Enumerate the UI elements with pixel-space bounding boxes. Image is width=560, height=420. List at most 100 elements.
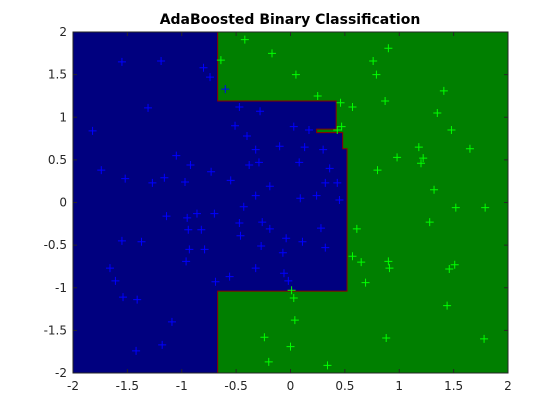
chart-title: AdaBoosted Binary Classification xyxy=(160,12,421,28)
y-tick-label: 0.5 xyxy=(48,153,67,167)
point-marker xyxy=(298,237,307,246)
point-marker xyxy=(419,154,428,163)
y-tick-label: 2 xyxy=(59,25,67,39)
point-marker xyxy=(160,173,169,182)
point-marker xyxy=(414,143,423,152)
point-marker xyxy=(231,121,240,130)
point-marker xyxy=(289,293,298,302)
point-marker xyxy=(183,213,192,222)
point-marker xyxy=(295,158,304,167)
point-marker xyxy=(361,278,370,287)
point-marker xyxy=(480,334,489,343)
point-marker xyxy=(300,143,309,152)
point-marker xyxy=(105,264,114,273)
point-marker xyxy=(278,248,287,257)
point-marker xyxy=(268,49,277,58)
point-marker xyxy=(323,361,332,370)
point-marker xyxy=(186,160,195,169)
point-marker xyxy=(304,126,313,135)
x-tick-label: -2 xyxy=(67,379,79,393)
y-tick-label: -1 xyxy=(55,281,67,295)
point-marker xyxy=(279,269,288,278)
point-marker xyxy=(185,245,194,254)
x-tick-label: -1.5 xyxy=(116,379,139,393)
point-marker xyxy=(157,56,166,65)
point-marker xyxy=(284,276,293,285)
y-tick-label: -1.5 xyxy=(44,323,67,337)
point-marker xyxy=(417,159,425,168)
point-marker xyxy=(325,164,334,173)
y-tick-label: 1 xyxy=(59,110,67,124)
y-tick-label: 0 xyxy=(59,196,67,210)
point-marker xyxy=(251,191,260,200)
point-marker xyxy=(111,276,120,285)
point-marker xyxy=(290,316,299,325)
point-marker xyxy=(385,264,394,273)
point-marker xyxy=(158,340,167,349)
point-marker xyxy=(226,176,235,185)
x-tick-label: -1 xyxy=(176,379,188,393)
point-marker xyxy=(133,295,142,304)
point-marker xyxy=(382,334,391,343)
point-marker xyxy=(335,195,344,204)
point-marker xyxy=(254,158,263,167)
point-marker xyxy=(167,317,176,326)
point-marker xyxy=(240,35,249,44)
point-marker xyxy=(286,342,295,351)
point-marker xyxy=(245,160,254,169)
point-marker xyxy=(236,231,245,240)
point-marker xyxy=(197,225,206,234)
point-marker xyxy=(206,73,215,82)
point-marker xyxy=(296,194,305,203)
point-marker xyxy=(357,258,366,267)
point-marker xyxy=(384,44,393,53)
point-marker xyxy=(211,277,220,286)
point-marker xyxy=(336,98,345,107)
point-marker xyxy=(137,237,146,246)
point-marker xyxy=(393,153,402,162)
point-marker xyxy=(447,126,456,135)
point-marker xyxy=(372,70,381,79)
point-marker xyxy=(333,126,342,135)
x-tick-label: -0.5 xyxy=(224,379,247,393)
point-marker xyxy=(239,202,248,211)
point-marker xyxy=(384,257,393,266)
point-marker xyxy=(172,151,181,160)
x-tick-label: 1 xyxy=(395,379,403,393)
point-marker xyxy=(287,286,296,295)
point-marker xyxy=(430,185,439,194)
point-marker xyxy=(260,333,269,342)
point-marker xyxy=(182,257,191,266)
point-marker xyxy=(97,166,106,175)
x-tick-label: 0 xyxy=(287,379,295,393)
point-marker xyxy=(257,241,266,250)
point-marker xyxy=(199,63,208,72)
point-marker xyxy=(117,236,126,245)
point-marker xyxy=(445,264,454,273)
point-marker xyxy=(258,218,267,227)
point-marker xyxy=(184,225,193,234)
point-marker xyxy=(289,122,298,131)
y-tick-label: 1.5 xyxy=(48,68,67,82)
point-marker xyxy=(352,224,361,233)
x-tick-label: 0.5 xyxy=(335,379,354,393)
point-marker xyxy=(337,122,346,131)
point-marker xyxy=(348,103,357,112)
point-marker xyxy=(381,97,390,106)
point-marker xyxy=(210,209,219,218)
point-marker xyxy=(319,145,328,154)
y-tick-label: -2 xyxy=(55,366,67,380)
point-marker xyxy=(251,264,260,273)
point-marker xyxy=(207,167,216,176)
point-marker xyxy=(251,145,260,154)
point-marker xyxy=(144,103,153,112)
point-marker xyxy=(425,218,434,227)
x-tick-label: 2 xyxy=(504,379,512,393)
point-marker xyxy=(243,132,251,141)
point-marker xyxy=(225,272,234,281)
point-marker xyxy=(481,203,490,212)
point-marker xyxy=(265,224,274,233)
point-marker xyxy=(192,209,201,218)
